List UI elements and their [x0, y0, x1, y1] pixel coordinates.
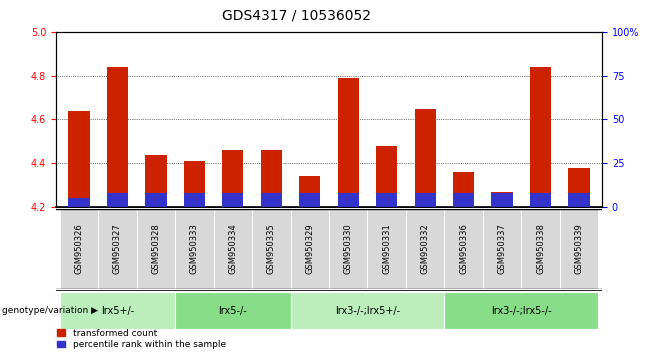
- Bar: [444, 292, 598, 329]
- Bar: [261, 193, 282, 207]
- Bar: [492, 193, 513, 207]
- Bar: [214, 209, 252, 289]
- Bar: [60, 209, 98, 289]
- Bar: [252, 209, 291, 289]
- Bar: [261, 150, 282, 207]
- Bar: [338, 78, 359, 207]
- Bar: [145, 193, 166, 207]
- Bar: [299, 176, 320, 207]
- Bar: [530, 67, 551, 207]
- Bar: [137, 209, 175, 289]
- Bar: [184, 193, 205, 207]
- Text: lrx5+/-: lrx5+/-: [101, 306, 134, 316]
- Bar: [483, 209, 521, 289]
- Bar: [444, 209, 483, 289]
- Bar: [453, 193, 474, 207]
- Bar: [184, 161, 205, 207]
- Bar: [68, 111, 89, 207]
- Bar: [569, 193, 590, 207]
- Text: GSM950337: GSM950337: [497, 223, 507, 274]
- Text: GSM950329: GSM950329: [305, 223, 315, 274]
- Bar: [569, 168, 590, 207]
- Bar: [107, 193, 128, 207]
- Text: lrx3-/-;lrx5+/-: lrx3-/-;lrx5+/-: [335, 306, 400, 316]
- Bar: [98, 209, 137, 289]
- Bar: [299, 193, 320, 207]
- Text: lrx5-/-: lrx5-/-: [218, 306, 247, 316]
- Text: GSM950330: GSM950330: [343, 223, 353, 274]
- Bar: [406, 209, 444, 289]
- Bar: [329, 209, 367, 289]
- Text: GDS4317 / 10536052: GDS4317 / 10536052: [222, 9, 370, 23]
- Bar: [560, 209, 598, 289]
- Text: GSM950326: GSM950326: [74, 223, 84, 274]
- Bar: [222, 193, 243, 207]
- Text: GSM950334: GSM950334: [228, 223, 238, 274]
- Bar: [145, 154, 166, 207]
- Bar: [175, 209, 214, 289]
- Bar: [291, 209, 329, 289]
- Bar: [415, 193, 436, 207]
- Legend: transformed count, percentile rank within the sample: transformed count, percentile rank withi…: [57, 329, 226, 349]
- Bar: [521, 209, 560, 289]
- Text: GSM950336: GSM950336: [459, 223, 468, 274]
- Text: GSM950331: GSM950331: [382, 223, 392, 274]
- Bar: [60, 292, 175, 329]
- Bar: [376, 146, 397, 207]
- Text: GSM950327: GSM950327: [113, 223, 122, 274]
- Text: GSM950333: GSM950333: [190, 223, 199, 274]
- Text: GSM950339: GSM950339: [574, 223, 584, 274]
- Bar: [367, 209, 406, 289]
- Text: GSM950335: GSM950335: [266, 223, 276, 274]
- Bar: [222, 150, 243, 207]
- Bar: [453, 172, 474, 207]
- Text: GSM950338: GSM950338: [536, 223, 545, 274]
- Bar: [338, 193, 359, 207]
- Text: GSM950328: GSM950328: [151, 223, 161, 274]
- Bar: [530, 193, 551, 207]
- Text: lrx3-/-;lrx5-/-: lrx3-/-;lrx5-/-: [491, 306, 551, 316]
- Bar: [492, 192, 513, 207]
- Bar: [291, 292, 444, 329]
- Bar: [376, 193, 397, 207]
- Text: genotype/variation ▶: genotype/variation ▶: [2, 306, 98, 315]
- Text: GSM950332: GSM950332: [420, 223, 430, 274]
- Bar: [175, 292, 291, 329]
- Bar: [68, 198, 89, 207]
- Bar: [107, 67, 128, 207]
- Bar: [415, 109, 436, 207]
